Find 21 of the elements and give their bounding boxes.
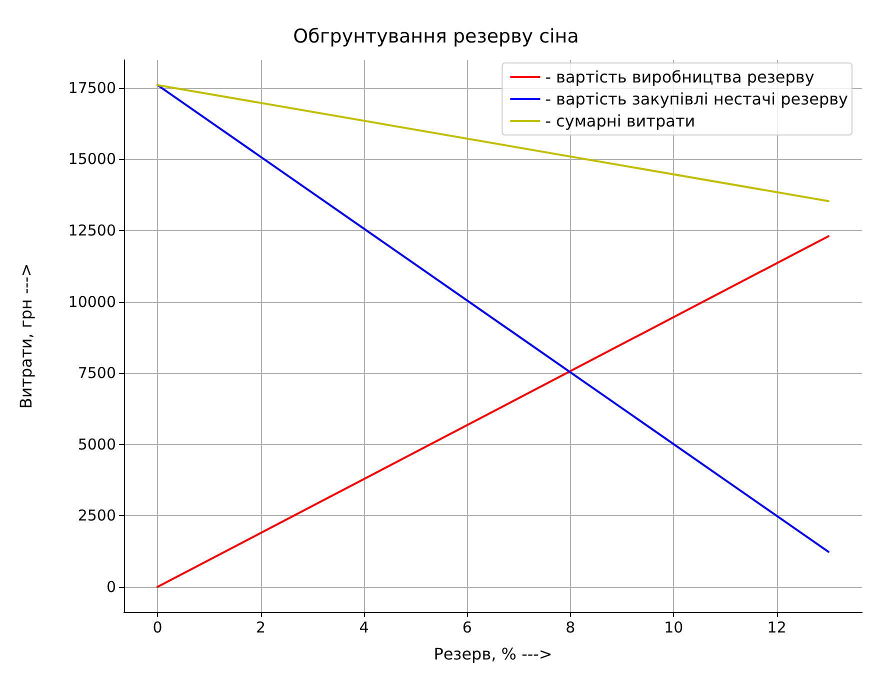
y-tick-label: 12500 [68, 222, 116, 240]
y-tick-label: 17500 [68, 78, 116, 97]
x-tick-label: 6 [462, 618, 472, 636]
legend-label: - сумарні витрати [545, 112, 696, 130]
y-tick-label: 0 [106, 578, 116, 596]
y-tick-label: 7500 [78, 364, 116, 382]
legend-label: - вартість закупівлі нестачі резерву [545, 90, 848, 108]
x-tick-label: 4 [359, 618, 369, 636]
legend-label: - вартість виробництва резерву [545, 68, 814, 86]
x-tick-label: 2 [256, 618, 266, 636]
y-axis-title: Витрати, грн ---> [16, 263, 36, 409]
y-tick-label: 10000 [68, 292, 116, 311]
y-tick-label: 15000 [68, 150, 116, 168]
chart-title: Обгрунтування резерву сіна [293, 26, 579, 48]
y-tick-label: 2500 [78, 506, 116, 525]
x-tick-label: 10 [664, 618, 684, 636]
x-tick-label: 8 [566, 618, 576, 636]
x-tick-label: 0 [152, 618, 162, 636]
y-tick-label: 5000 [78, 435, 116, 454]
x-axis-title: Резерв, % ---> [434, 644, 552, 664]
x-tick-label: 12 [767, 618, 786, 636]
